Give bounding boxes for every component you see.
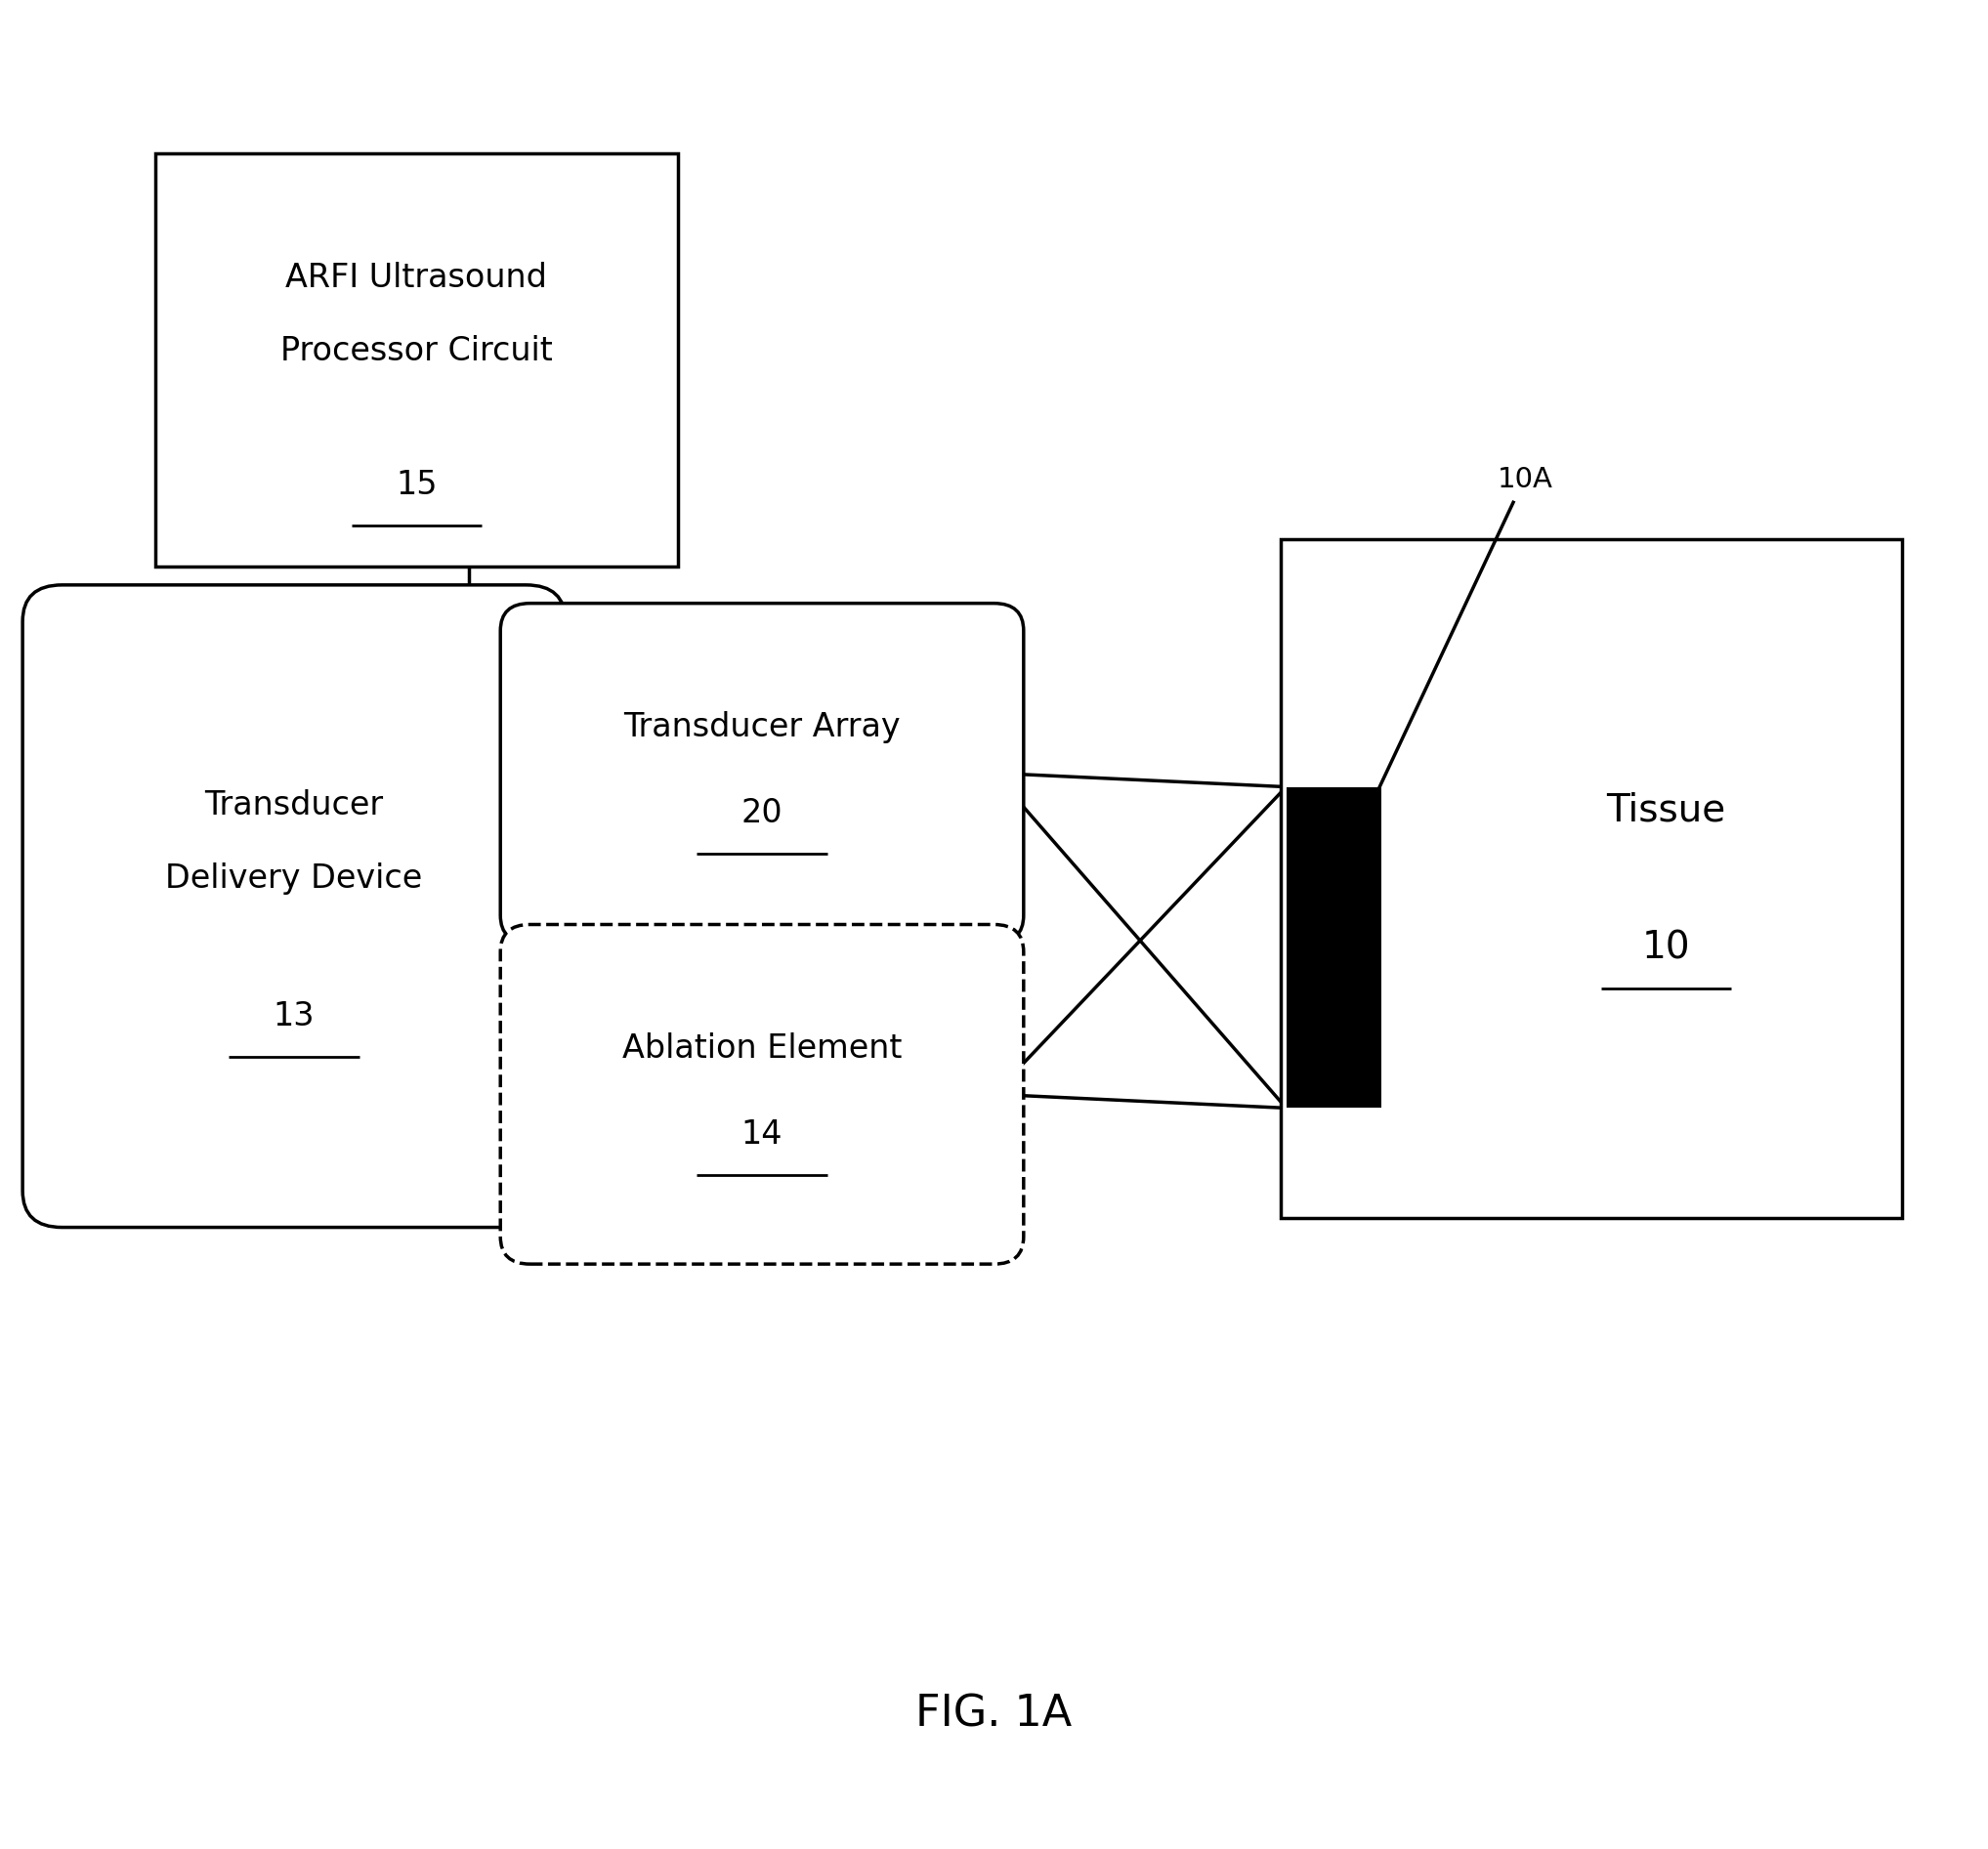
Text: 20: 20 [742,797,783,830]
Text: ARFI Ultrasound: ARFI Ultrasound [286,261,547,294]
FancyBboxPatch shape [501,924,1024,1265]
Text: Ablation Element: Ablation Element [622,1032,903,1065]
FancyBboxPatch shape [501,603,1024,943]
Text: 10: 10 [1642,930,1690,967]
Text: Tissue: Tissue [1606,791,1726,828]
Bar [1286,788,1382,1108]
FancyBboxPatch shape [155,153,678,566]
Text: 13: 13 [272,1000,314,1032]
Text: Delivery Device: Delivery Device [165,862,423,895]
FancyBboxPatch shape [1280,540,1903,1218]
Text: 15: 15 [396,470,437,501]
FancyBboxPatch shape [22,584,565,1228]
Text: FIG. 1A: FIG. 1A [916,1692,1072,1734]
Text: 10A: 10A [1497,466,1553,494]
Text: 14: 14 [742,1119,783,1150]
Text: Processor Circuit: Processor Circuit [280,335,553,368]
Text: Transducer Array: Transducer Array [624,712,901,743]
Text: Transducer: Transducer [205,790,384,821]
